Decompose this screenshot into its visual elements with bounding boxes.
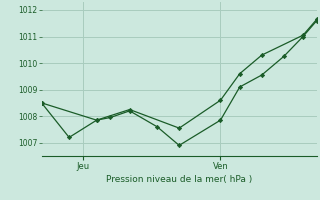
X-axis label: Pression niveau de la mer( hPa ): Pression niveau de la mer( hPa ) (106, 175, 252, 184)
